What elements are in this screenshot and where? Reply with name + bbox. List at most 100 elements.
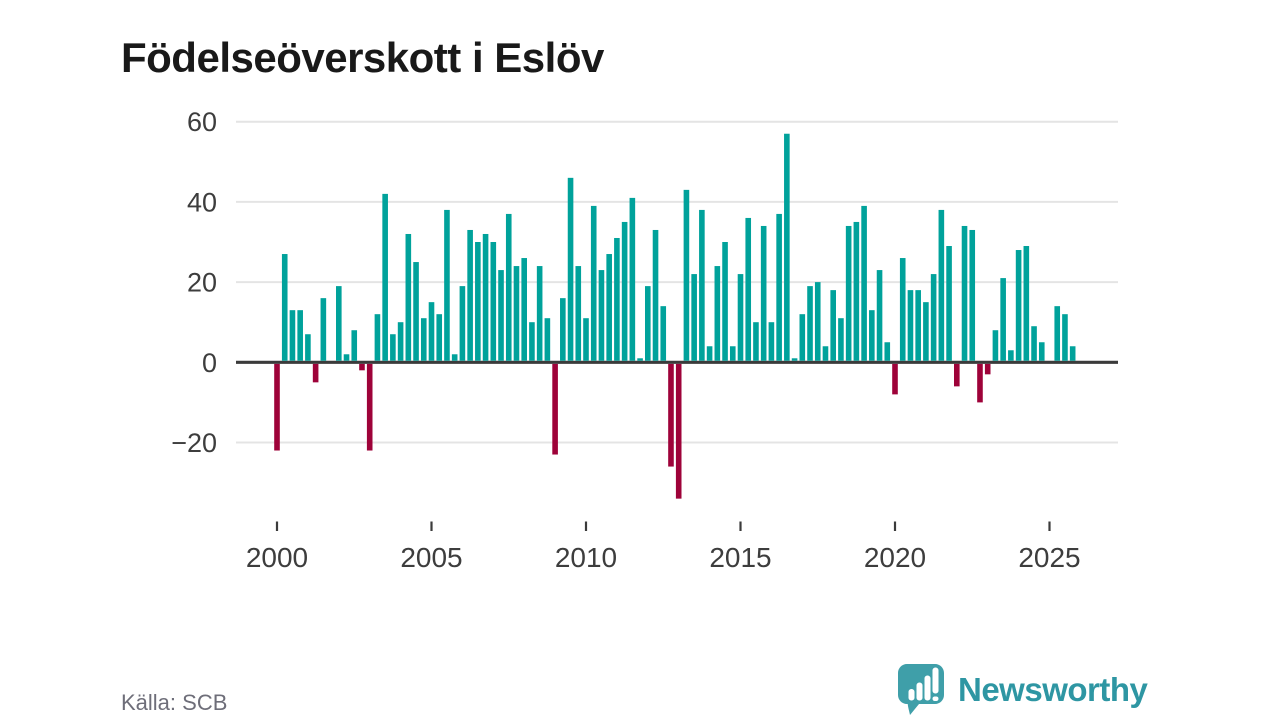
bar [614, 237, 620, 361]
bar [899, 258, 906, 361]
bar [343, 354, 350, 361]
bar [876, 270, 883, 361]
bar [637, 358, 643, 361]
bar [768, 322, 775, 361]
bar [521, 258, 527, 361]
bar [907, 290, 914, 361]
bar [946, 246, 952, 361]
bar [745, 217, 752, 361]
logo-wordmark: Newsworthy [958, 670, 1148, 708]
bar [884, 342, 891, 361]
newsworthy-bubble-chart-icon [898, 664, 944, 715]
exclamation-bar [932, 667, 939, 694]
bar [297, 310, 303, 361]
bar [413, 262, 419, 361]
bar [513, 266, 520, 361]
x-axis-tick-label: 2005 [400, 542, 462, 573]
bar [1069, 346, 1076, 361]
bar [830, 290, 836, 361]
bar [961, 225, 968, 361]
y-axis-tick-label: 60 [187, 107, 217, 137]
bar [467, 229, 473, 361]
bar [691, 274, 697, 361]
bar [397, 322, 404, 361]
page-title: Födelseöverskott i Eslöv [121, 34, 604, 82]
x-axis-tick-label: 2020 [864, 542, 926, 573]
x-axis-tick-label: 2000 [246, 542, 308, 573]
bar [737, 274, 744, 361]
bar [838, 318, 844, 361]
bar [505, 213, 512, 361]
bar [281, 254, 288, 361]
bar [1008, 350, 1014, 361]
bar [498, 270, 504, 361]
bar [583, 318, 589, 361]
bar [969, 229, 976, 361]
bar [869, 310, 875, 361]
bar [807, 286, 813, 361]
bar [714, 266, 721, 361]
bar [366, 363, 373, 451]
bar [1000, 278, 1006, 361]
bar [390, 334, 396, 361]
bar [784, 133, 790, 361]
exclamation-dot [932, 696, 939, 701]
x-axis-tick-label: 2010 [555, 542, 617, 573]
bar [776, 213, 782, 361]
bar [822, 346, 829, 361]
bar [675, 363, 682, 499]
bar [629, 197, 636, 361]
bar [289, 310, 296, 361]
bar [536, 266, 543, 361]
y-axis-tick-label: 20 [187, 268, 217, 298]
bar [699, 209, 705, 361]
bar [853, 221, 860, 361]
bar [475, 242, 481, 361]
bar [915, 290, 921, 361]
bar [930, 274, 937, 361]
bar [451, 354, 458, 361]
bar [590, 205, 597, 361]
mini-bar-3 [924, 675, 931, 701]
bar [1038, 342, 1045, 361]
bar [683, 189, 690, 361]
bar [598, 270, 605, 361]
bar [351, 330, 358, 361]
bar [374, 314, 381, 361]
newsworthy-logo: Newsworthy [897, 663, 1148, 716]
y-axis-tick-label: 0 [202, 348, 217, 378]
bar [490, 242, 497, 361]
bar [799, 314, 806, 361]
bar [845, 225, 852, 361]
bar [645, 286, 651, 361]
bar [567, 177, 574, 361]
bar [652, 229, 659, 361]
bar [621, 221, 628, 361]
bar [420, 318, 427, 361]
bar [992, 330, 999, 361]
bar [320, 298, 327, 361]
bar [977, 363, 983, 403]
bar [660, 306, 667, 361]
bar [382, 193, 388, 361]
mini-bar-2 [916, 682, 923, 701]
bar [938, 209, 945, 361]
bar [274, 363, 280, 451]
bar [1023, 246, 1030, 361]
bar [436, 314, 443, 361]
bar [1031, 326, 1037, 361]
bar [544, 318, 551, 361]
bar [560, 298, 566, 361]
bar [305, 334, 311, 361]
bar [428, 302, 435, 361]
bar [791, 358, 798, 361]
bar [575, 266, 582, 361]
bar [729, 346, 736, 361]
y-axis-tick-label: 40 [187, 187, 217, 217]
bar [722, 242, 728, 361]
bar [312, 363, 319, 383]
source-note: Källa: SCB [121, 690, 228, 715]
bar [706, 346, 713, 361]
bar [814, 282, 821, 361]
